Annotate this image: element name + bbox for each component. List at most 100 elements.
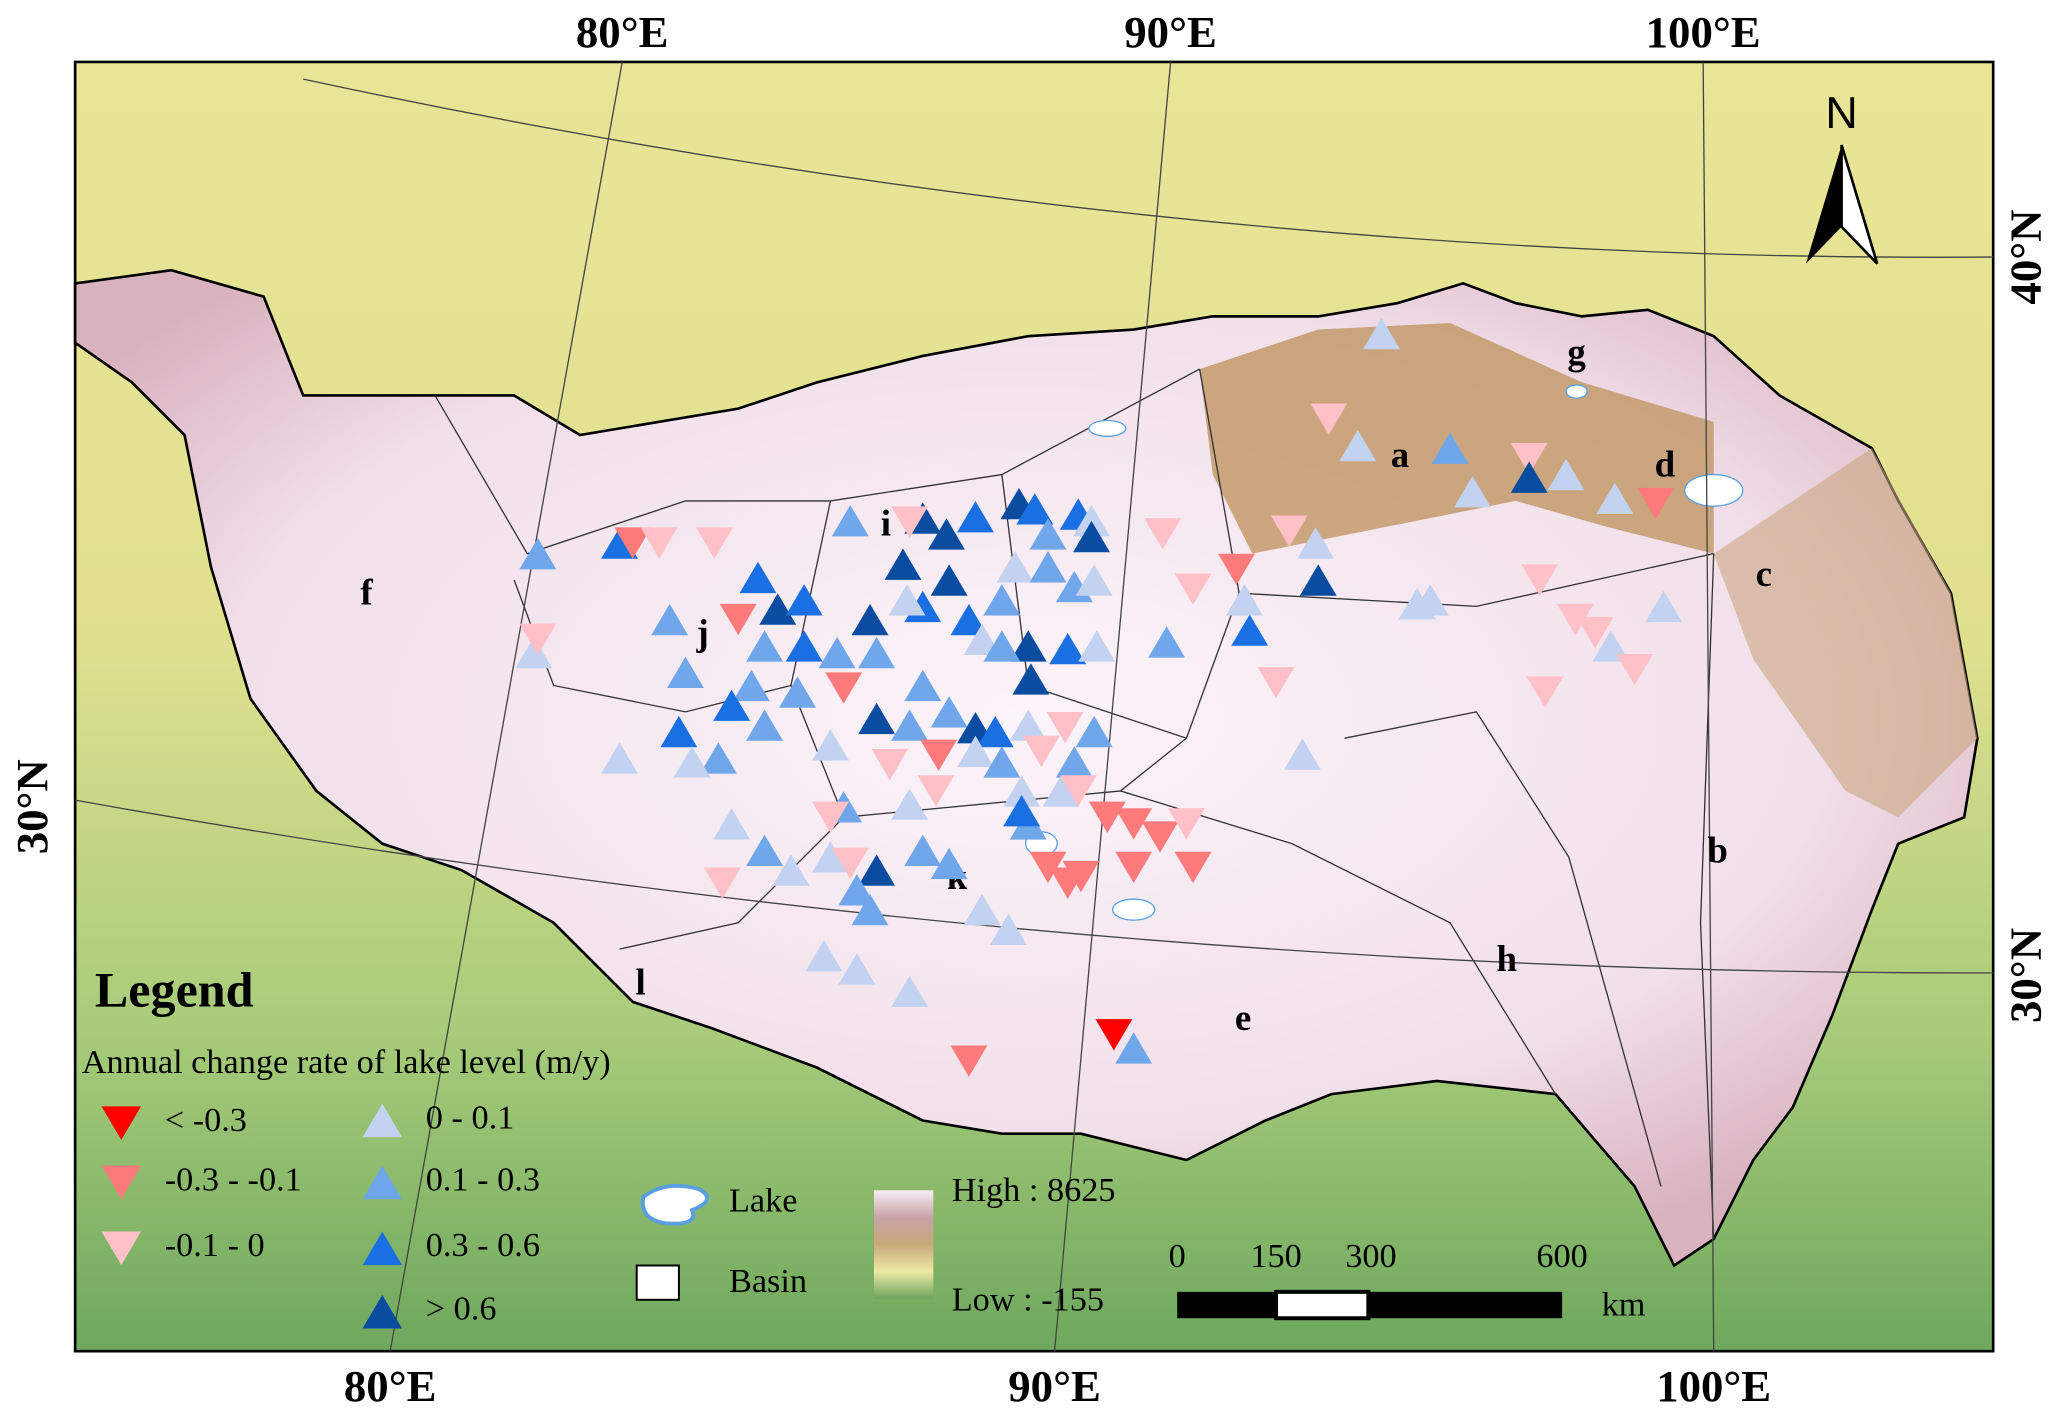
lake-marker <box>1174 851 1212 884</box>
lake-marker <box>759 593 797 625</box>
lake-marker <box>651 603 689 636</box>
lake-marker <box>851 603 889 636</box>
lake-marker <box>1547 458 1585 491</box>
lake-marker <box>1075 715 1113 748</box>
lake-marker <box>1141 821 1179 853</box>
lake-marker <box>904 834 942 866</box>
lake-marker <box>1454 476 1491 508</box>
lat-label: 30°N <box>2000 928 2050 1023</box>
legend: Legend Annual change rate of lake level … <box>82 962 1116 1329</box>
lake-marker <box>739 561 777 594</box>
lake-marker <box>1510 461 1548 493</box>
lake-marker <box>858 854 896 886</box>
lake-marker <box>1029 551 1067 583</box>
lake-marker <box>1016 493 1054 525</box>
lake-marker <box>667 656 704 688</box>
lake-marker <box>1363 317 1400 350</box>
lon-label: 80°E <box>344 1361 437 1411</box>
lake-marker <box>785 584 823 616</box>
legend-label: -0.1 - 0 <box>165 1226 265 1264</box>
lake-marker <box>1310 403 1348 435</box>
lake-marker <box>1431 432 1469 464</box>
lake-marker <box>1398 588 1436 620</box>
lake-marker <box>983 630 1021 662</box>
basin-label: a <box>1391 434 1409 475</box>
legend-symbol <box>362 1294 403 1329</box>
lake-icon <box>640 1183 709 1226</box>
scale-tick: 300 <box>1345 1237 1396 1275</box>
basin-label: f <box>360 571 373 612</box>
lake-marker <box>858 702 896 735</box>
lake-marker <box>976 715 1014 748</box>
lake-marker <box>950 1045 988 1077</box>
lake-marker <box>812 841 849 873</box>
lake-marker <box>1075 564 1113 596</box>
legend-symbol <box>101 1165 142 1200</box>
lake-marker <box>818 636 856 669</box>
lake-marker <box>957 735 994 768</box>
elevation-high: High : 8625 <box>952 1171 1116 1209</box>
lake-marker <box>1148 626 1186 658</box>
lake-marker <box>928 518 965 550</box>
lake-marker <box>891 975 929 1007</box>
lon-label: 100°E <box>1646 7 1761 57</box>
lake-marker <box>1645 590 1683 623</box>
lake-marker <box>996 551 1034 583</box>
lake-marker <box>779 676 816 708</box>
lake-marker <box>699 742 737 774</box>
north-label: N <box>1825 88 1857 138</box>
lake-label: Lake <box>729 1181 797 1219</box>
legend-label: 0.3 - 0.6 <box>426 1226 540 1264</box>
lake-marker <box>888 584 926 616</box>
legend-symbol <box>362 1165 403 1200</box>
lake-marker <box>1073 505 1110 537</box>
lake-marker <box>785 630 823 662</box>
lake-marker <box>1049 867 1087 899</box>
lake-marker <box>1009 709 1047 741</box>
scale-bar: km 0 150 300 600 <box>1169 1237 1646 1324</box>
lake-marker <box>891 709 929 741</box>
lake-marker <box>838 874 876 906</box>
lake-marker <box>1616 653 1654 686</box>
lake-marker <box>1596 482 1634 514</box>
lake-marker <box>1115 808 1153 840</box>
lake-marker <box>1231 614 1269 646</box>
lake-marker <box>1576 617 1614 649</box>
lake-marker <box>957 501 994 533</box>
lake-marker <box>660 715 698 748</box>
basin-label: l <box>636 962 646 1003</box>
legend-symbol <box>362 1103 403 1138</box>
lake-marker <box>1592 630 1630 662</box>
lake-marker <box>1521 564 1559 596</box>
elevation-ramp <box>873 1190 934 1299</box>
lake-marker <box>696 527 733 559</box>
lake-marker <box>950 603 988 636</box>
lake-marker <box>1174 573 1212 605</box>
basin-label: e <box>1235 997 1251 1038</box>
lake-marker <box>1526 676 1564 708</box>
lake-marker <box>713 689 751 721</box>
legend-symbol <box>101 1106 142 1140</box>
lake-marker <box>1078 630 1116 662</box>
legend-symbol <box>101 1231 142 1266</box>
lake-marker <box>519 623 557 656</box>
scale-tick: 150 <box>1250 1237 1301 1275</box>
lake-marker <box>930 564 968 596</box>
lake-marker <box>703 867 741 899</box>
lake-marker <box>917 775 955 807</box>
lake-marker <box>891 788 929 820</box>
legend-label: < -0.3 <box>165 1101 247 1139</box>
terrain <box>73 268 1979 1268</box>
lake-marker <box>920 739 958 772</box>
lake-marker <box>884 548 922 580</box>
legend-label: > 0.6 <box>426 1289 497 1327</box>
elevation-low: Low : -155 <box>952 1280 1104 1318</box>
lon-label: 90°E <box>1008 1361 1101 1411</box>
lake-marker <box>732 669 770 702</box>
lake-marker <box>673 746 711 778</box>
lake-marker <box>1073 520 1110 553</box>
lake-marker <box>1003 795 1041 827</box>
lake-marker <box>1556 603 1594 636</box>
lake-marker <box>1167 808 1205 840</box>
